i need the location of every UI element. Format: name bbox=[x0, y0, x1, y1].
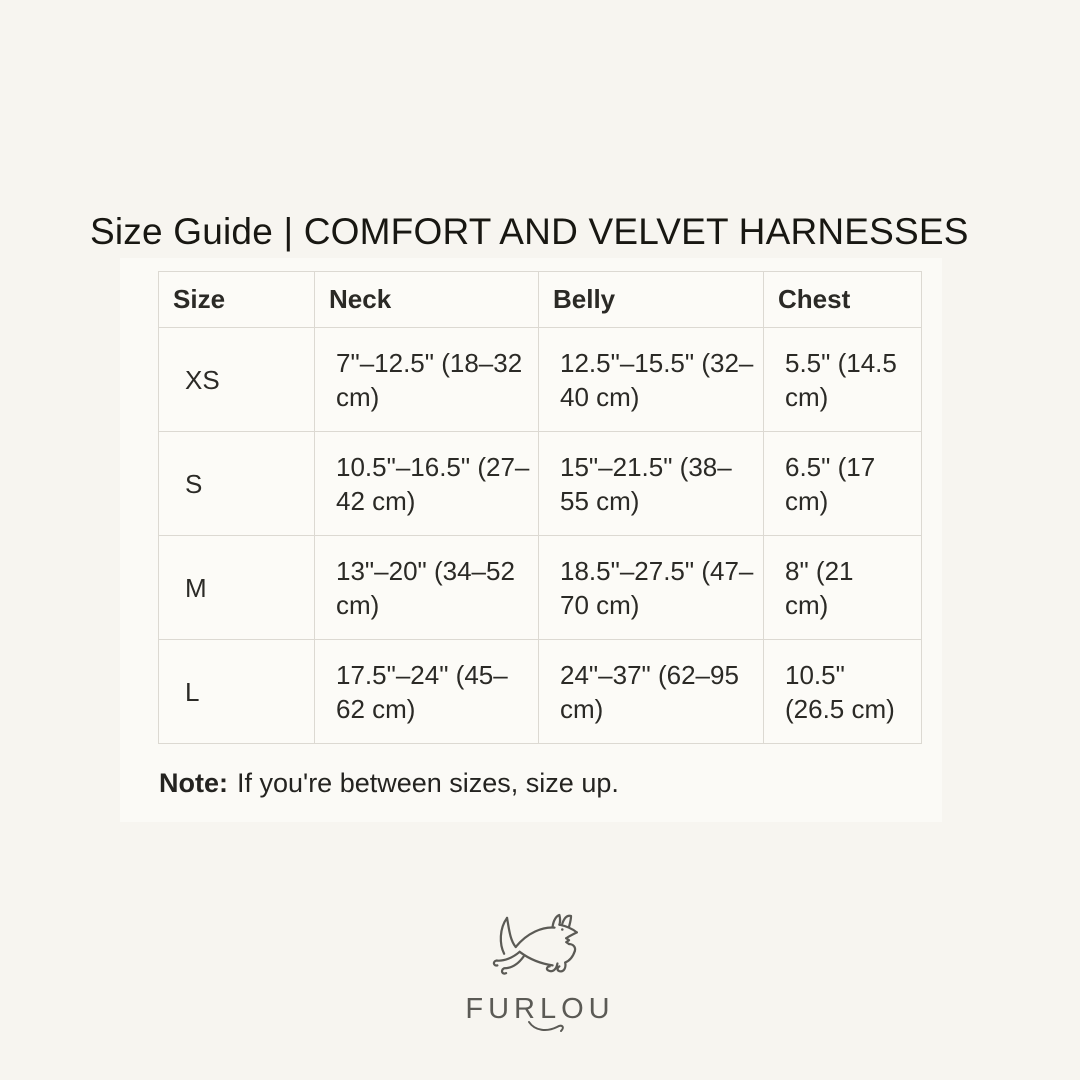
cell-s-chest: 6.5" (17 cm) bbox=[763, 431, 922, 536]
note-text: If you're between sizes, size up. bbox=[237, 768, 619, 798]
table-header-row: Size Neck Belly Chest bbox=[158, 271, 922, 328]
brand-name: FURLOU bbox=[465, 993, 615, 1025]
cell-m-chest: 8" (21 cm) bbox=[763, 535, 922, 640]
cell-s-belly: 15"–21.5" (38– 55 cm) bbox=[538, 431, 764, 536]
page-title: Size Guide | COMFORT AND VELVET HARNESSE… bbox=[90, 211, 969, 252]
cell-l-neck: 17.5"–24" (45– 62 cm) bbox=[314, 639, 539, 744]
column-header-neck: Neck bbox=[314, 271, 539, 328]
column-header-size: Size bbox=[158, 271, 315, 328]
column-header-chest: Chest bbox=[763, 271, 922, 328]
cell-l-chest: 10.5" (26.5 cm) bbox=[763, 639, 922, 744]
cell-xs-chest: 5.5" (14.5 cm) bbox=[763, 327, 922, 432]
cell-m-neck: 13"–20" (34–52 cm) bbox=[314, 535, 539, 640]
wordmark-swash-icon bbox=[528, 1021, 565, 1032]
table-row-s: S 10.5"–16.5" (27– 42 cm) 15"–21.5" (38–… bbox=[158, 431, 922, 536]
cell-m-belly: 18.5"–27.5" (47– 70 cm) bbox=[538, 535, 764, 640]
cell-l-belly: 24"–37" (62–95 cm) bbox=[538, 639, 764, 744]
table-row-l: L 17.5"–24" (45– 62 cm) 24"–37" (62–95 c… bbox=[158, 639, 922, 744]
cell-l-size: L bbox=[158, 639, 315, 744]
table-row-m: M 13"–20" (34–52 cm) 18.5"–27.5" (47– 70… bbox=[158, 535, 922, 640]
size-guide-table: Size Neck Belly Chest XS 7"–12.5" (18–32… bbox=[158, 271, 922, 744]
table-row-xs: XS 7"–12.5" (18–32 cm) 12.5"–15.5" (32– … bbox=[158, 327, 922, 432]
cell-s-size: S bbox=[158, 431, 315, 536]
cell-s-neck: 10.5"–16.5" (27– 42 cm) bbox=[314, 431, 539, 536]
brand-logo: FURLOU bbox=[0, 901, 1080, 1032]
brand-wordmark: FURLOU bbox=[465, 993, 615, 1032]
note-label: Note: bbox=[159, 768, 228, 798]
cell-xs-neck: 7"–12.5" (18–32 cm) bbox=[314, 327, 539, 432]
sizing-note: Note: If you're between sizes, size up. bbox=[159, 768, 619, 799]
cell-xs-belly: 12.5"–15.5" (32– 40 cm) bbox=[538, 327, 764, 432]
cell-m-size: M bbox=[158, 535, 315, 640]
cell-xs-size: XS bbox=[158, 327, 315, 432]
leaping-dog-icon bbox=[492, 913, 578, 975]
column-header-belly: Belly bbox=[538, 271, 764, 328]
